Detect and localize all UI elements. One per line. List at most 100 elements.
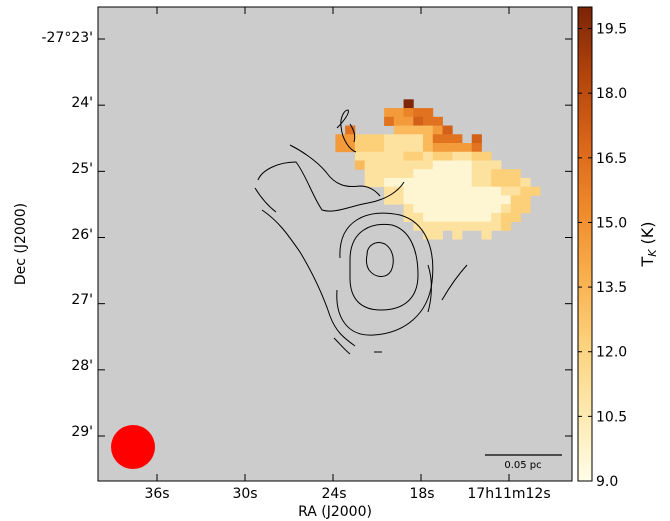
y-tick-label: 28' xyxy=(71,358,93,374)
contour-line xyxy=(254,187,277,213)
scale-bar-label: 0.05 pc xyxy=(504,460,541,471)
map-pixel xyxy=(423,221,434,231)
map-pixel xyxy=(403,99,414,109)
map-pixel xyxy=(393,125,404,135)
x-tick-label: 30s xyxy=(232,486,257,502)
map-pixel xyxy=(491,169,502,179)
contour-line xyxy=(336,212,434,336)
map-pixel xyxy=(471,195,482,205)
colorbar-tick-label: 15.0 xyxy=(596,215,627,231)
colorbar-tick-label: 9.0 xyxy=(596,474,618,490)
contour-lines xyxy=(254,109,468,355)
map-pixel xyxy=(432,169,443,179)
scale-bar: 0.05 pc xyxy=(485,454,562,471)
map-pixel xyxy=(335,134,346,144)
map-pixel xyxy=(403,125,414,135)
map-pixel xyxy=(413,195,424,205)
map-pixel xyxy=(393,160,404,170)
map-pixel xyxy=(423,177,434,188)
x-tick-labels: 36s 30s 24s 18s 17h11m12s xyxy=(144,486,550,502)
map-pixel xyxy=(413,177,424,188)
map-pixel xyxy=(364,177,375,188)
y-tick-labels: -27°23' 24' 25' 26' 27' 28' 29' xyxy=(41,30,93,440)
map-pixel xyxy=(432,134,443,144)
map-pixel xyxy=(432,204,443,214)
map-pixel xyxy=(403,186,414,196)
map-pixel xyxy=(471,134,482,144)
map-pixel xyxy=(442,143,453,153)
map-pixel xyxy=(481,221,492,231)
map-pixel xyxy=(471,221,482,231)
x-axis-label: RA (J2000) xyxy=(298,504,372,520)
map-pixel xyxy=(452,134,463,144)
map-pixel xyxy=(452,169,463,179)
x-tick-label: 36s xyxy=(144,486,169,502)
map-pixel xyxy=(413,212,424,223)
map-pixel xyxy=(510,169,521,179)
map-pixel xyxy=(393,134,404,144)
map-pixel xyxy=(471,186,482,196)
map-pixel xyxy=(510,204,521,214)
map-pixel xyxy=(403,204,414,214)
map-pixel xyxy=(403,212,414,223)
map-pixel xyxy=(413,151,424,161)
map-pixel xyxy=(432,186,443,196)
map-pixel xyxy=(442,204,453,214)
map-pixel xyxy=(393,143,404,153)
map-pixel xyxy=(500,169,512,179)
map-pixel xyxy=(452,186,463,196)
map-pixel xyxy=(500,212,512,223)
map-pixel xyxy=(491,195,502,205)
map-pixel xyxy=(452,177,463,188)
map-pixel xyxy=(413,169,424,179)
map-pixel xyxy=(413,160,424,170)
map-pixel xyxy=(500,221,512,231)
map-pixel xyxy=(423,204,434,214)
temperature-map xyxy=(335,99,541,240)
y-tick-label: 27' xyxy=(71,292,93,308)
map-pixel xyxy=(520,195,531,205)
map-pixel xyxy=(471,212,482,223)
map-pixel xyxy=(471,160,482,170)
map-pixel xyxy=(413,204,424,214)
map-pixel xyxy=(423,169,434,179)
map-pixel xyxy=(442,221,453,231)
map-pixel xyxy=(374,177,385,188)
map-pixel xyxy=(413,143,424,153)
y-axis-label: Dec (J2000) xyxy=(13,203,29,285)
map-pixel xyxy=(393,195,404,205)
map-pixel xyxy=(471,143,482,153)
map-pixel xyxy=(442,169,453,179)
map-pixel xyxy=(374,169,385,179)
map-pixel xyxy=(345,134,356,144)
map-pixel xyxy=(471,204,482,214)
map-pixel xyxy=(442,212,453,223)
map-pixel xyxy=(462,177,473,188)
map-pixel xyxy=(413,108,424,118)
contour-line xyxy=(441,264,468,301)
map-pixel xyxy=(432,143,443,153)
map-pixel xyxy=(384,169,395,179)
colorbar-tick-label: 18.0 xyxy=(596,86,627,102)
contour-line xyxy=(257,161,405,212)
map-pixel xyxy=(403,134,414,144)
map-pixel xyxy=(374,134,385,144)
colorbar-tick-label: 19.5 xyxy=(596,22,627,38)
map-pixel xyxy=(481,186,492,196)
map-pixel xyxy=(491,160,502,170)
map-pixel xyxy=(491,212,502,223)
x-tick-label: 18s xyxy=(409,486,434,502)
map-pixel xyxy=(423,160,434,170)
map-pixel xyxy=(491,186,502,196)
map-pixel xyxy=(374,143,385,153)
map-pixel xyxy=(403,151,414,161)
map-pixel xyxy=(413,116,424,126)
map-pixel xyxy=(481,160,492,170)
map-pixel xyxy=(462,151,473,161)
map-pixel xyxy=(393,177,404,188)
map-pixel xyxy=(354,151,366,161)
map-pixel xyxy=(403,116,414,126)
map-pixel xyxy=(462,195,473,205)
map-frame xyxy=(97,6,573,482)
map-pixel xyxy=(393,108,404,118)
